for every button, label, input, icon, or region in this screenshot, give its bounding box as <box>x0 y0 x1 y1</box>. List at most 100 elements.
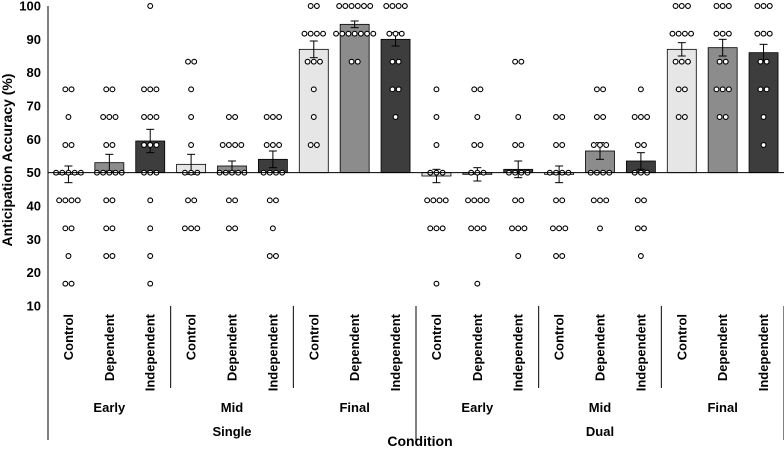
data-point <box>188 142 195 148</box>
bar <box>339 23 370 174</box>
data-point <box>600 86 607 93</box>
data-point <box>644 114 651 120</box>
data-point <box>354 58 361 65</box>
data-point <box>147 253 154 259</box>
data-point <box>483 197 490 204</box>
data-point <box>590 197 597 204</box>
data-point <box>681 114 688 120</box>
data-point <box>757 86 764 93</box>
y-tick-label: 70 <box>27 99 41 114</box>
y-tick-label: 60 <box>27 132 41 147</box>
data-point <box>509 225 515 232</box>
data-point <box>225 225 232 232</box>
data-point <box>348 3 355 9</box>
data-point <box>439 225 446 232</box>
data-point <box>549 225 556 232</box>
data-point <box>637 114 644 120</box>
data-point <box>678 58 685 65</box>
data-point <box>641 225 647 232</box>
data-point <box>62 86 69 93</box>
y-tick-label: 30 <box>27 232 41 247</box>
data-point <box>238 142 245 148</box>
data-point <box>515 114 522 120</box>
data-point <box>722 58 729 65</box>
data-point <box>68 225 75 232</box>
data-point <box>307 142 314 148</box>
data-point <box>471 142 478 148</box>
data-point <box>225 197 232 204</box>
data-point <box>273 197 279 204</box>
phase-label: Early <box>93 400 126 415</box>
data-point <box>68 142 75 148</box>
data-point <box>141 142 147 148</box>
condition-label: Independent <box>388 313 403 391</box>
y-tick-label: 90 <box>27 32 41 47</box>
task-label: Dual <box>586 424 614 439</box>
data-point <box>754 30 761 37</box>
data-point <box>678 3 685 9</box>
data-point <box>553 197 559 204</box>
data-point <box>185 58 191 65</box>
condition-label: Control <box>429 314 444 360</box>
phase-label: Early <box>461 400 494 415</box>
data-point <box>480 225 487 232</box>
task-label: Single <box>212 424 251 439</box>
data-point <box>225 114 232 120</box>
data-point <box>313 30 320 37</box>
data-point <box>468 225 475 232</box>
data-point <box>716 58 723 65</box>
data-point <box>147 197 154 204</box>
data-point <box>68 280 75 287</box>
bar <box>380 38 411 174</box>
data-point <box>713 3 720 9</box>
data-point <box>191 197 198 204</box>
condition-label: Control <box>306 314 321 360</box>
data-point <box>219 142 226 148</box>
data-point <box>675 30 682 37</box>
data-point <box>232 197 239 204</box>
data-point <box>301 30 308 37</box>
data-point <box>153 114 160 120</box>
data-point <box>597 142 603 148</box>
condition-label: Independent <box>511 313 526 391</box>
data-point <box>760 142 767 148</box>
data-point <box>685 3 691 9</box>
phase-label: Mid <box>221 400 243 415</box>
data-point <box>357 30 364 37</box>
data-point <box>109 253 116 259</box>
data-point <box>225 142 232 148</box>
data-point <box>317 58 323 65</box>
data-point <box>147 225 154 232</box>
bar <box>707 47 738 174</box>
data-point <box>760 114 767 120</box>
data-point <box>336 3 343 9</box>
data-point <box>65 253 72 259</box>
data-point <box>103 142 110 148</box>
data-point <box>345 30 352 37</box>
data-point <box>600 114 607 120</box>
data-point <box>65 114 72 120</box>
data-point <box>276 142 283 148</box>
data-point <box>725 30 732 37</box>
data-point <box>631 114 638 120</box>
data-point <box>518 142 525 148</box>
condition-label: Control <box>61 314 76 360</box>
y-axis-title: Anticipation Accuracy (%) <box>0 74 15 247</box>
condition-label: Dependent <box>225 313 240 381</box>
data-point <box>562 225 569 232</box>
data-point <box>62 225 69 232</box>
data-point <box>313 142 320 148</box>
data-point <box>603 142 610 148</box>
data-point <box>361 3 367 9</box>
category-labels: Control Dependent Independent Control Depend… <box>61 313 771 439</box>
data-point <box>185 197 191 204</box>
data-point <box>672 58 679 65</box>
data-point <box>269 225 276 232</box>
data-point <box>310 58 317 65</box>
data-point <box>515 253 522 259</box>
data-point <box>725 3 732 9</box>
bars-layer <box>53 20 779 184</box>
condition-label: Independent <box>756 313 771 391</box>
data-point <box>719 86 726 93</box>
data-point <box>474 114 481 120</box>
